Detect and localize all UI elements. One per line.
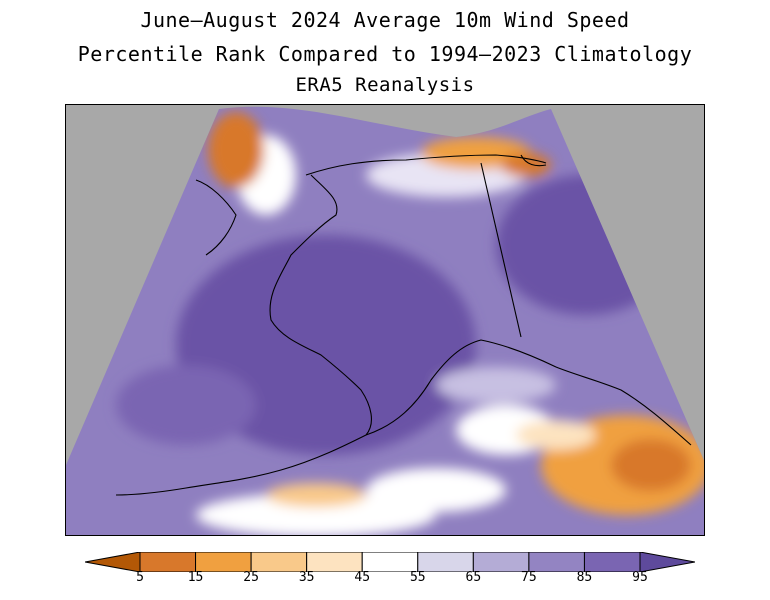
colorbar-cell <box>139 552 197 572</box>
colorbar-tick-label: 5 <box>136 570 144 585</box>
colorbar-cell <box>417 552 474 572</box>
colorbar-cell <box>195 552 252 572</box>
wind-percentile-map <box>66 105 704 535</box>
coastlines <box>115 154 692 496</box>
chart-title-line2: Percentile Rank Compared to 1994–2023 Cl… <box>77 42 693 66</box>
map-frame <box>65 104 705 536</box>
colorbar-cell <box>528 552 585 572</box>
colorbar-cell <box>583 552 641 572</box>
colorbar-cell <box>250 552 308 572</box>
colorbar-tick-label: 65 <box>465 570 482 585</box>
colorbar <box>85 552 695 572</box>
colorbar-cell <box>306 552 363 572</box>
colorbar-tick-label: 85 <box>576 570 593 585</box>
colorbar-tick-label: 75 <box>521 570 537 585</box>
chart-title-line1: June–August 2024 Average 10m Wind Speed <box>140 8 630 32</box>
colorbar-tick-label: 45 <box>354 570 371 585</box>
colorbar-cell <box>472 552 530 572</box>
border-line <box>480 162 522 338</box>
colorbar-extend-high <box>639 552 695 572</box>
colorbar-tick-label: 35 <box>298 570 315 585</box>
colorbar-extend-low <box>85 552 141 572</box>
colorbar-labels: 5 15 25 35 45 55 65 75 85 95 <box>0 570 770 590</box>
colorbar-tick-label: 15 <box>187 570 204 585</box>
colorbar-tick-label: 95 <box>632 570 648 585</box>
chart-title-line3: ERA5 Reanalysis <box>295 74 475 96</box>
colorbar-cell <box>361 552 419 572</box>
colorbar-tick-label: 55 <box>409 570 426 585</box>
colorbar-tick-label: 25 <box>243 570 259 585</box>
